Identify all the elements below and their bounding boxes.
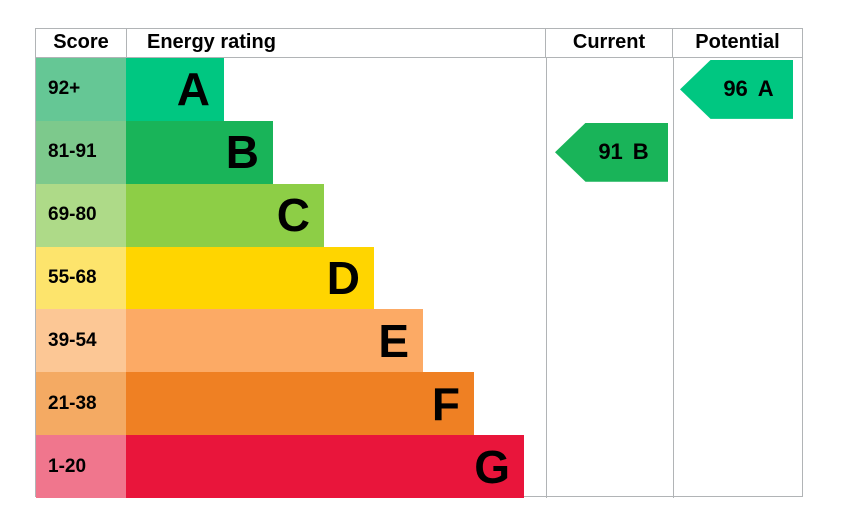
score-cell-a: 92+	[36, 58, 126, 121]
band-letter-b: B	[225, 126, 259, 179]
current-rating-arrow: 91 B	[555, 122, 668, 182]
band-bar-b: B	[126, 120, 273, 184]
score-cell-d: 55-68	[36, 246, 126, 310]
band-bar-a: A	[126, 58, 224, 121]
table-header-row: Score Energy rating Current Potential	[36, 29, 802, 58]
band-bar-f: F	[126, 372, 474, 436]
band-row-g: 1-20 G	[36, 435, 546, 499]
potential-rating-letter: A	[757, 76, 774, 102]
potential-column: 96 A	[673, 58, 802, 498]
potential-rating-value: 96	[723, 76, 748, 102]
score-cell-e: 39-54	[36, 309, 126, 373]
header-current: Current	[546, 29, 673, 57]
score-cell-c: 69-80	[36, 183, 126, 247]
score-cell-b: 81-91	[36, 120, 126, 184]
band-row-c: 69-80 C	[36, 183, 546, 247]
band-letter-a: A	[176, 63, 210, 116]
current-column: 91 B	[546, 58, 673, 498]
epc-table: Score Energy rating Current Potential 92…	[35, 28, 803, 499]
score-cell-f: 21-38	[36, 372, 126, 436]
header-energy-rating: Energy rating	[127, 29, 546, 57]
table-body: 92+ A 81-91 B 69-80 C 55-68 D 39-54 E 21-38 F 1-20 G …	[36, 58, 802, 499]
potential-rating-arrow: 96 A	[680, 60, 793, 119]
band-row-e: 39-54 E	[36, 309, 546, 373]
bands-area: 92+ A 81-91 B 69-80 C 55-68 D 39-54 E 21-38 F 1-20 G	[36, 58, 546, 499]
band-bar-g: G	[126, 435, 524, 499]
band-letter-c: C	[276, 189, 310, 242]
header-potential: Potential	[695, 31, 780, 53]
score-cell-g: 1-20	[36, 435, 126, 499]
band-letter-f: F	[431, 377, 460, 430]
band-letter-e: E	[378, 314, 409, 367]
band-row-d: 55-68 D	[36, 246, 546, 310]
band-bar-e: E	[126, 309, 423, 373]
band-row-b: 81-91 B	[36, 120, 546, 184]
band-bar-d: D	[126, 246, 374, 310]
band-letter-d: D	[326, 252, 360, 304]
band-row-a: 92+ A	[36, 58, 546, 121]
current-rating-letter: B	[632, 139, 649, 165]
band-letter-g: G	[474, 440, 510, 493]
band-row-f: 21-38 F	[36, 372, 546, 436]
band-bar-c: C	[126, 183, 324, 247]
header-score: Score	[36, 29, 127, 57]
current-rating-value: 91	[598, 139, 623, 165]
